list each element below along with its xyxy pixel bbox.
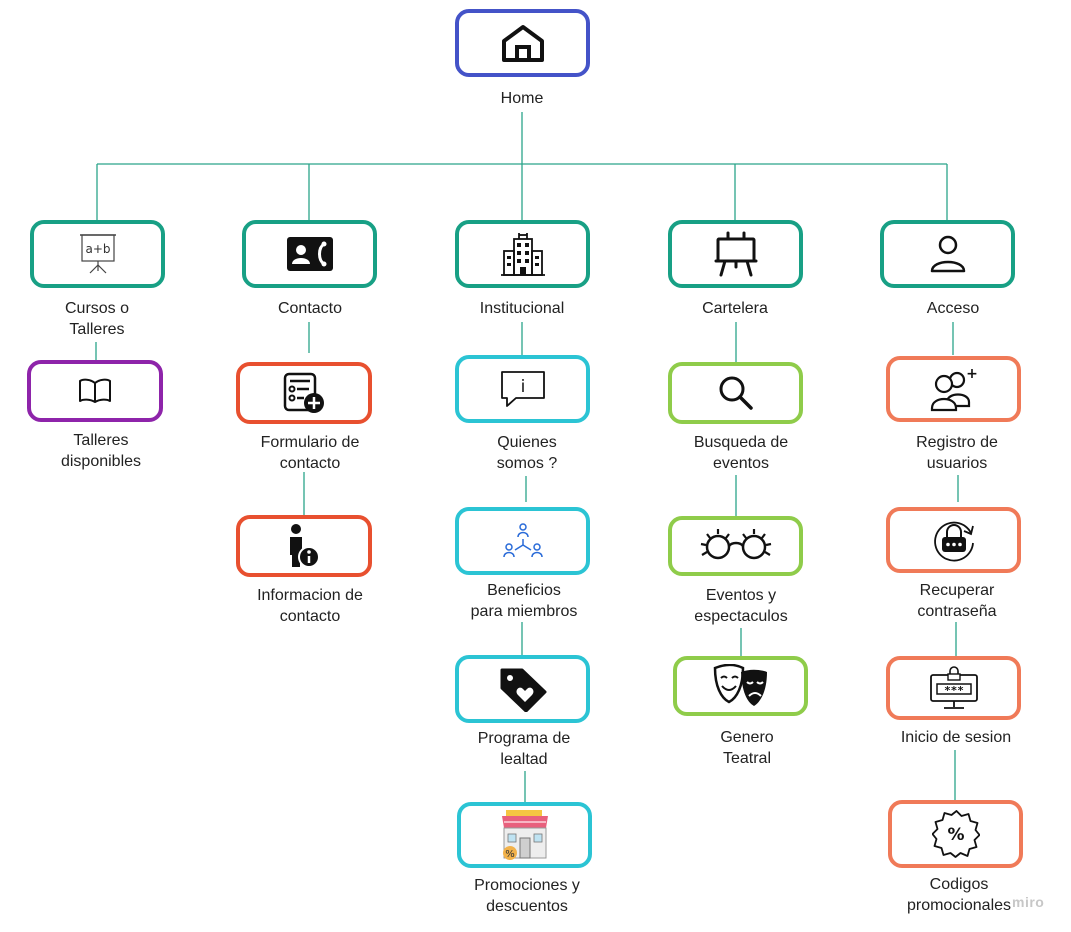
cartelera-node[interactable]: [668, 220, 803, 288]
contact-card-icon: [286, 237, 333, 271]
beneficios-miembros-node[interactable]: [455, 507, 590, 575]
add-users-icon: +: [930, 366, 978, 412]
magnifier-icon: [719, 376, 753, 410]
inicio-sesion-label: Inicio de sesion: [900, 729, 1012, 746]
registro-usuarios-node[interactable]: +: [886, 356, 1021, 422]
percent-badge-icon: %: [931, 810, 980, 858]
person-info-icon: [290, 524, 320, 568]
genero-teatral-label: Genero Teatral: [720, 729, 774, 767]
shop-discount-icon: %: [501, 810, 548, 860]
login-monitor-icon: ***: [929, 666, 978, 709]
info-glyph: i: [520, 377, 525, 397]
talleres-disponibles-label: Talleres disponibles: [60, 432, 142, 470]
programa-lealtad-label: Programa de lealtad: [477, 730, 571, 768]
user-icon: [930, 235, 965, 273]
members-network-icon: [502, 523, 543, 558]
home-label: Home: [500, 90, 544, 107]
formulario-contacto-label: Formulario de contacto: [260, 434, 360, 472]
programa-lealtad-node[interactable]: [455, 655, 590, 723]
informacion-contacto-label: Informacion de contacto: [257, 587, 363, 625]
beneficios-miembros-label: Beneficios para miembros: [470, 582, 578, 620]
genero-teatral-node[interactable]: [673, 656, 808, 716]
board-text: a+b: [85, 242, 110, 256]
heart-tag-icon: [500, 668, 546, 712]
info-chat-icon: i: [500, 371, 545, 407]
formulario-contacto-node[interactable]: [236, 362, 372, 424]
form-add-icon: [283, 372, 324, 413]
cursos-talleres-node[interactable]: a+b: [30, 220, 165, 288]
informacion-contacto-node[interactable]: [236, 515, 372, 577]
add-glyph: +: [966, 366, 978, 382]
institucional-label: Institucional: [479, 300, 565, 317]
codigos-promocionales-node[interactable]: %: [888, 800, 1023, 868]
acceso-label: Acceso: [926, 300, 980, 317]
quienes-somos-node[interactable]: i: [455, 355, 590, 423]
easel-icon: [714, 231, 757, 277]
cursos-talleres-label: Cursos o Talleres: [64, 300, 130, 338]
cartelera-label: Cartelera: [702, 300, 768, 317]
house-icon: [501, 25, 544, 62]
open-book-icon: [79, 378, 111, 403]
recuperar-contrasena-node[interactable]: [886, 507, 1021, 573]
percent-glyph: %: [947, 825, 964, 845]
inicio-sesion-node[interactable]: ***: [886, 656, 1021, 720]
contacto-node[interactable]: [242, 220, 377, 288]
password-glyph: ***: [944, 684, 964, 697]
busqueda-eventos-label: Busqueda de eventos: [693, 434, 789, 472]
busqueda-eventos-node[interactable]: [668, 362, 803, 424]
promociones-descuentos-node[interactable]: %: [457, 802, 592, 868]
acceso-node[interactable]: [880, 220, 1015, 288]
theater-masks-icon: [713, 664, 767, 706]
registro-usuarios-label: Registro de usuarios: [916, 434, 998, 472]
codigos-promocionales-label: Codigos promocionales: [906, 876, 1012, 914]
password-reset-icon: [933, 521, 974, 562]
presentation-board-icon: a+b: [79, 234, 116, 274]
miro-watermark: miro: [1012, 894, 1045, 910]
talleres-disponibles-node[interactable]: [27, 360, 163, 422]
promociones-descuentos-label: Promociones y descuentos: [474, 877, 580, 915]
glasses-icon: [700, 529, 771, 560]
discount-badge: %: [505, 849, 515, 860]
institucional-node[interactable]: [455, 220, 590, 288]
eventos-espectaculos-label: Eventos y espectaculos: [694, 587, 788, 625]
building-icon: [500, 233, 545, 276]
home-node[interactable]: [455, 9, 590, 77]
eventos-espectaculos-node[interactable]: [668, 516, 803, 576]
recuperar-contrasena-label: Recuperar contraseña: [917, 582, 997, 620]
quienes-somos-label: Quienes somos ?: [496, 434, 558, 472]
contacto-label: Contacto: [277, 300, 343, 317]
